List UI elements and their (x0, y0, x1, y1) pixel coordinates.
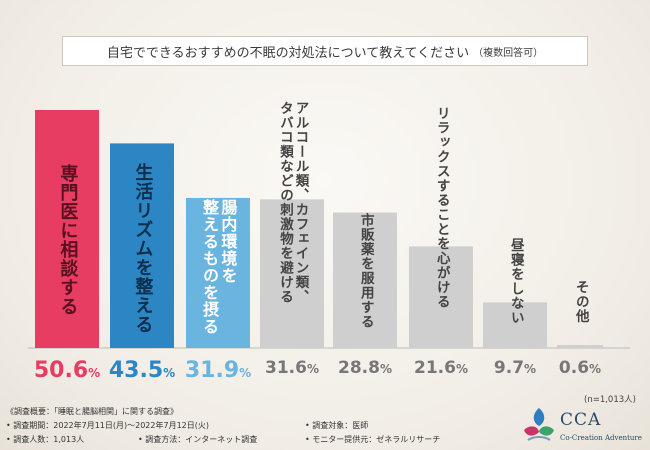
value-label-8: 0.6% (540, 358, 620, 378)
value-label-3: 31.9% (178, 358, 258, 383)
category-label-4: アルコール類、カフェイン類、 タバコ類などの刺激物を避ける (276, 101, 309, 304)
value-unit-5: % (379, 362, 392, 376)
category-label-7-line-1: 昼寝をしない (507, 238, 524, 325)
survey-target: • 調査対象：医師 (305, 421, 369, 430)
value-unit-7: % (524, 362, 537, 376)
bar-5 (333, 212, 397, 348)
survey-count: • 調査人数：1,013人 (6, 435, 85, 444)
value-number-4: 31.6 (265, 358, 307, 378)
logo-brand: CCA (560, 410, 602, 430)
value-unit-6: % (455, 362, 468, 376)
value-unit-3: % (239, 366, 252, 380)
value-label-4: 31.6% (252, 358, 332, 378)
category-label-2: 生活リズムを整える (132, 163, 153, 334)
bar-1 (35, 110, 99, 348)
bar-chart (28, 110, 630, 349)
value-label-5: 28.8% (325, 358, 405, 378)
logo-leaf-icon (524, 408, 554, 441)
value-unit-8: % (589, 362, 602, 376)
sample-size-note: (n=1,013人) (584, 395, 636, 405)
category-label-8: その他 (572, 280, 589, 324)
value-unit-1: % (88, 366, 101, 380)
value-number-3: 31.9 (184, 358, 240, 383)
category-label-6-line-1: リラックスすることを心がける (433, 106, 450, 309)
category-label-6: リラックスすることを心がける (433, 106, 450, 309)
category-label-3-line-1: 腸内環境を (218, 199, 238, 284)
value-number-2: 43.5 (108, 358, 164, 383)
value-label-1: 50.6% (27, 358, 107, 383)
value-number-8: 0.6 (558, 358, 590, 378)
value-number-5: 28.8 (338, 358, 380, 378)
survey-footer: 《調査概要：「睡眠と腸脳相関」に関する調査》 • 調査期間：2022年7月11日… (0, 400, 650, 450)
category-label-4-line-2: タバコ類などの刺激物を避ける (276, 101, 293, 304)
value-label-7: 9.7% (475, 358, 555, 378)
value-number-1: 50.6 (33, 358, 89, 383)
survey-overview: 《調査概要：「睡眠と腸脳相関」に関する調査》 (6, 407, 178, 416)
bar-6 (409, 246, 473, 348)
value-label-6: 21.6% (401, 358, 481, 378)
value-number-7: 9.7 (493, 358, 525, 378)
survey-period: • 調査期間：2022年7月11日(月)～2022年7月12日(火) (6, 421, 210, 430)
category-label-1: 専門医に相談する (57, 164, 78, 316)
category-label-5-line-1: 市販薬を服用する (357, 213, 374, 329)
bar-2 (110, 143, 174, 348)
category-label-1-line-1: 専門医に相談する (57, 164, 79, 316)
bar-8 (557, 345, 603, 348)
category-label-3: 腸内環境を 整えるものを摂る (200, 199, 237, 335)
value-unit-2: % (163, 366, 176, 380)
survey-provider: • モニター提供元：ゼネラルリサーチ (305, 435, 441, 444)
company-logo: CCA Co-Creation Adventure (520, 404, 645, 448)
chart-title-note: （複数回答可） (473, 47, 544, 59)
category-label-7: 昼寝をしない (507, 238, 524, 325)
bar-7 (483, 302, 547, 348)
value-number-6: 21.6 (414, 358, 456, 378)
category-label-4-line-1: アルコール類、カフェイン類、 (292, 101, 309, 304)
value-label-2: 43.5% (102, 358, 182, 383)
category-label-3-line-2: 整えるものを摂る (199, 199, 219, 335)
category-label-5: 市販薬を服用する (357, 213, 374, 329)
chart-title-main: 自宅でできるおすすめの不眠の対処法について教えてください (106, 45, 470, 61)
survey-method: • 調査方法：インターネット調査 (138, 435, 258, 444)
bar-4 (260, 199, 324, 348)
category-label-2-line-1: 生活リズムを整える (132, 163, 154, 334)
category-label-8-line-1: その他 (572, 280, 589, 324)
chart-title: 自宅でできるおすすめの不眠の対処法について教えてください （複数回答可） (62, 36, 588, 66)
bar-3 (186, 197, 250, 348)
value-unit-4: % (306, 362, 319, 376)
logo-subtitle: Co-Creation Adventure (560, 434, 642, 442)
